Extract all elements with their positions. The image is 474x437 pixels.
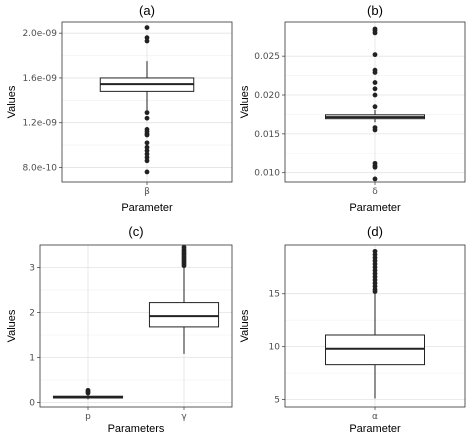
panel-title: (d) — [367, 224, 383, 239]
outlier-point — [372, 127, 378, 133]
y-tick-label: 1.6e-09 — [22, 74, 57, 84]
x-axis-label: Parameter — [121, 202, 173, 214]
outlier-point — [144, 148, 150, 154]
outlier-point — [372, 289, 378, 294]
panel-3: 5 10 15 α (d) Parameter Values — [239, 224, 466, 435]
y-tick-label: 3 — [29, 264, 35, 274]
x-tick-label: p — [85, 412, 91, 422]
y-axis-label: Values — [6, 85, 18, 118]
x-tick-label: δ — [372, 187, 378, 197]
box-β — [99, 25, 195, 175]
y-tick-label: 10 — [269, 343, 281, 353]
y-axis-label: Values — [239, 309, 251, 342]
panel-title: (c) — [128, 224, 143, 239]
x-tick-label: α — [372, 412, 378, 422]
y-axis-label: Values — [6, 309, 18, 342]
y-tick-label: 0.025 — [254, 52, 280, 62]
y-axis-label: Values — [239, 85, 251, 118]
outlier-point — [372, 176, 378, 182]
outlier-point — [144, 154, 150, 160]
box-α — [325, 248, 425, 399]
y-tick-label: 0.010 — [254, 169, 280, 179]
y-tick-label: 5 — [274, 396, 280, 406]
y-tick-label: 1.2e-09 — [22, 119, 57, 129]
y-tick-label: 0.015 — [254, 130, 280, 140]
plot-border — [284, 21, 466, 183]
x-tick-label: γ — [181, 412, 187, 422]
y-tick-label: 15 — [269, 290, 280, 300]
y-tick-label: 1 — [29, 354, 35, 364]
box-γ — [148, 244, 220, 354]
plot-border — [284, 244, 466, 408]
panel-2: 0 1 2 3 p γ (c) Parameters Values — [6, 224, 233, 435]
iqr-box — [148, 302, 220, 328]
outlier-point — [144, 169, 150, 175]
y-tick-label: 2.0e-09 — [22, 29, 57, 39]
panel-0: 8.0e-10 1.2e-09 1.6e-09 2.0e-09 β (a) Paramete… — [6, 3, 233, 214]
plot-border — [39, 244, 233, 408]
iqr-box — [325, 334, 425, 366]
x-axis-label: Parameter — [349, 423, 401, 435]
outlier-point — [372, 52, 378, 58]
panel-title: (a) — [139, 3, 155, 18]
outlier-point — [144, 38, 150, 44]
outlier-point — [144, 158, 150, 164]
box-p — [52, 387, 124, 400]
outlier-point — [144, 115, 150, 121]
box-δ — [325, 26, 425, 182]
x-tick-label: β — [144, 187, 150, 197]
outlier-point — [144, 151, 150, 157]
outlier-point — [372, 92, 378, 98]
y-tick-label: 0 — [29, 399, 35, 409]
x-axis-label: Parameter — [349, 202, 401, 214]
outlier-point — [144, 140, 150, 146]
outlier-point — [181, 263, 187, 269]
outlier-point — [144, 132, 150, 138]
outlier-point — [372, 164, 378, 170]
outlier-point — [372, 70, 378, 75]
outlier-point — [85, 390, 91, 396]
plot-border — [61, 21, 233, 183]
panel-1: 0.010 0.015 0.020 0.025 δ (b) Parameter Values — [239, 3, 466, 214]
outlier-point — [144, 25, 150, 30]
outlier-point — [372, 80, 378, 85]
y-tick-label: 8.0e-10 — [22, 163, 57, 173]
outlier-point — [372, 30, 378, 36]
x-axis-label: Parameters — [108, 423, 165, 435]
outlier-point — [372, 86, 378, 92]
outlier-point — [372, 104, 378, 110]
y-tick-label: 0.020 — [254, 91, 280, 101]
outlier-point — [144, 35, 150, 41]
outlier-point — [144, 110, 150, 116]
panel-title: (b) — [367, 3, 383, 18]
outlier-point — [144, 144, 150, 150]
y-tick-label: 2 — [29, 309, 35, 319]
